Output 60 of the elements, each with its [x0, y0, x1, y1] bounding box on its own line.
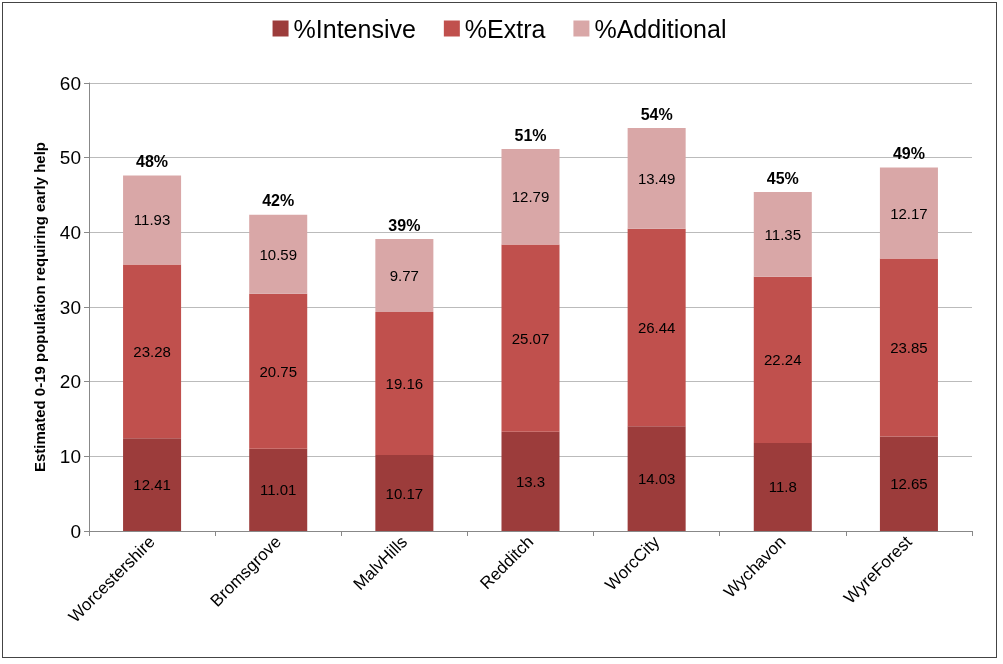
data-label: 12.65: [890, 475, 928, 493]
bar: [501, 431, 560, 531]
bar: [627, 228, 686, 427]
total-label: 49%: [892, 145, 925, 163]
data-label: 12.17: [890, 204, 928, 222]
legend-label: %Intensive: [293, 14, 416, 43]
bar: [249, 214, 308, 294]
y-axis-title: Estimated 0-19 population requiring early help: [31, 141, 48, 473]
data-label: 23.85: [890, 339, 928, 357]
bar: [501, 244, 560, 432]
data-label: 23.28: [133, 342, 171, 360]
data-label: 10.59: [259, 245, 297, 263]
legend-label: %Extra: [464, 14, 546, 43]
data-label: 11.8: [768, 478, 797, 496]
y-tick-label: 10: [59, 445, 81, 467]
bar: [375, 312, 434, 456]
bar: [375, 455, 434, 531]
data-label: 25.07: [511, 329, 550, 347]
bar: [123, 264, 182, 439]
bar: [753, 442, 812, 531]
data-label: 14.03: [637, 470, 676, 488]
y-tick-label: 50: [59, 147, 81, 169]
data-label: 22.24: [764, 351, 802, 369]
data-label: 11.93: [133, 211, 171, 229]
total-label: 45%: [766, 169, 799, 187]
total-label: 54%: [640, 105, 673, 123]
total-label: 48%: [136, 152, 169, 170]
y-tick-label: 20: [59, 371, 81, 393]
bar: [375, 239, 434, 312]
data-label: 12.41: [133, 476, 171, 494]
data-label: 13.3: [515, 472, 546, 490]
bar: [627, 426, 686, 531]
bar: [879, 258, 938, 437]
bar: [249, 293, 308, 449]
data-label: 10.17: [385, 484, 424, 502]
legend-label: %Additional: [594, 14, 727, 43]
data-label: 11.01: [260, 481, 297, 499]
data-label: 11.35: [764, 225, 801, 243]
total-label: 39%: [388, 216, 421, 234]
total-label: 42%: [262, 192, 295, 210]
bar: [753, 276, 812, 443]
data-label: 19.16: [385, 375, 424, 393]
bar: [123, 438, 182, 531]
bar: [753, 192, 812, 277]
data-label: 26.44: [637, 319, 676, 337]
bar: [249, 448, 308, 531]
y-tick-label: 30: [59, 296, 81, 318]
bar: [879, 436, 938, 531]
y-tick-label: 40: [59, 221, 81, 243]
total-label: 51%: [514, 126, 547, 144]
bar: [501, 149, 560, 245]
data-label: 13.49: [637, 169, 676, 187]
y-tick-label: 60: [59, 72, 81, 94]
bar: [627, 128, 686, 229]
data-label: 12.79: [511, 188, 550, 206]
y-tick-label: 0: [70, 520, 81, 542]
bar: [123, 175, 182, 265]
bar: [879, 167, 938, 259]
data-label: 9.77: [389, 267, 419, 285]
data-label: 20.75: [259, 362, 297, 380]
